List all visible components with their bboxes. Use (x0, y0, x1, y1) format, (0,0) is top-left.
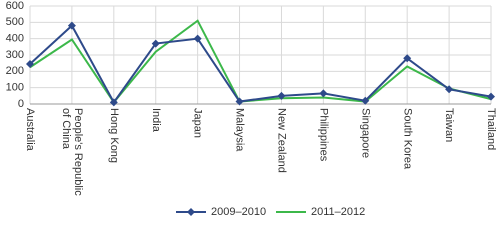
series-line (29, 24, 492, 105)
x-tick-label: Thailand (485, 108, 497, 150)
x-tick-label: Hong Kong (108, 108, 120, 163)
point-marker (193, 34, 202, 43)
x-tick-label: New Zealand (276, 108, 288, 173)
point-marker (361, 96, 370, 105)
legend-marker (187, 208, 195, 216)
point-marker (277, 91, 286, 100)
legend-label: 2011–2012 (311, 206, 365, 218)
x-tick-label: People's Republicof China (60, 108, 84, 196)
x-tick-label: India (150, 108, 162, 133)
y-tick-label: 100 (6, 82, 24, 94)
y-tick-label: 0 (18, 98, 24, 110)
point-marker (151, 39, 160, 48)
y-tick-label: 300 (6, 49, 24, 61)
point-marker (235, 97, 244, 106)
x-tick-label: Japan (192, 108, 204, 138)
y-tick-label: 200 (6, 65, 24, 77)
series-line (29, 19, 492, 105)
y-tick-label: 500 (6, 16, 24, 28)
point-marker (67, 21, 76, 30)
x-tick-label: South Korea (401, 108, 413, 170)
chart: 0 100 200 300 400 500 600 Australia People's Rep… (6, 0, 497, 218)
legend-label: 2009–2010 (211, 206, 266, 218)
y-tick-label: 400 (6, 33, 24, 45)
x-tick-label: Taiwan (443, 108, 455, 142)
point-marker (487, 92, 495, 101)
x-tick-label: Malaysia (234, 108, 246, 152)
x-tick-label: Singapore (359, 108, 371, 158)
point-marker (319, 89, 328, 98)
point-marker (445, 85, 454, 94)
point-marker (109, 98, 118, 107)
y-tick-label: 600 (6, 0, 24, 12)
x-tick-label: Australia (24, 108, 36, 152)
point-marker (403, 54, 412, 63)
point-marker (26, 59, 34, 68)
x-tick-label: Philippines (317, 108, 329, 162)
